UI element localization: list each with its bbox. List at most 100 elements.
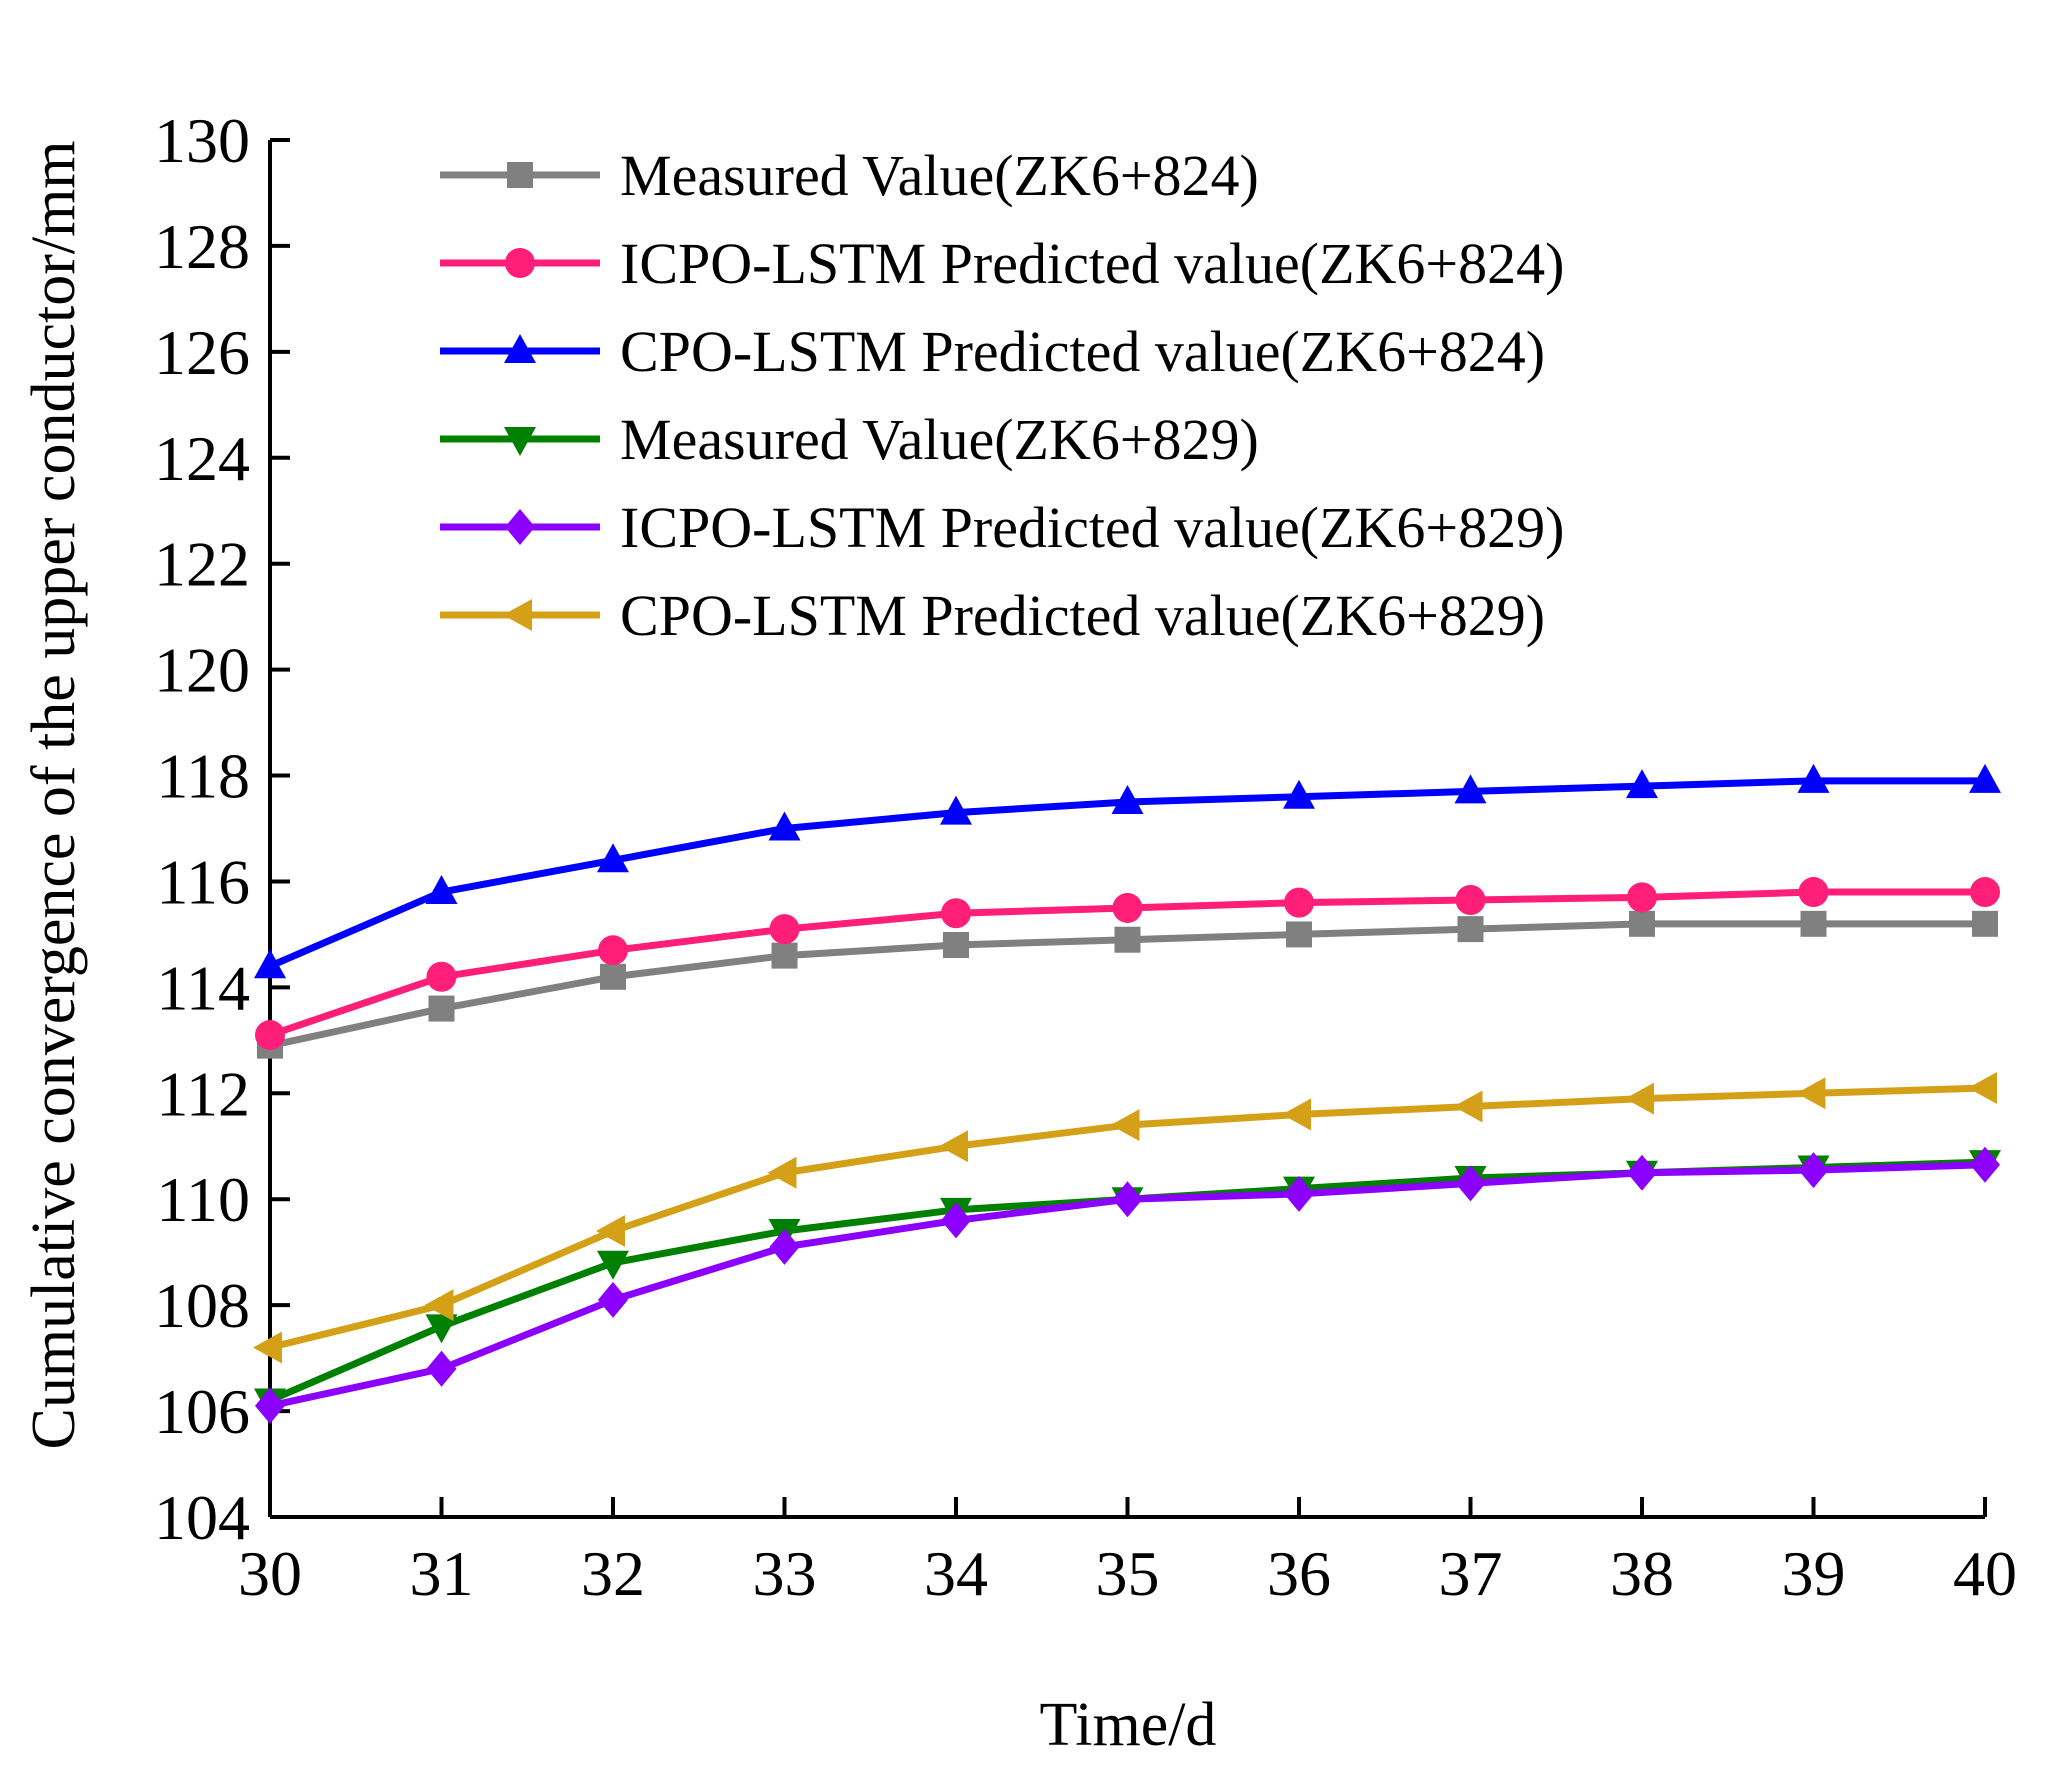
data-point [1455, 884, 1486, 915]
data-point [1112, 1181, 1143, 1218]
x-tick-label: 35 [1096, 1538, 1160, 1609]
plot-series [253, 763, 2001, 1424]
data-point [1112, 892, 1143, 923]
y-ticks: 104 106 108 110 112 114 116 118 120 122 124 126 128 1… [154, 105, 290, 1553]
data-point [771, 942, 798, 969]
data-point [1626, 769, 1658, 799]
data-point [1454, 774, 1487, 804]
data-point [1457, 916, 1484, 943]
x-tick-label: 33 [753, 1538, 817, 1609]
y-axis-title: Cumulative convergence of the upper cond… [20, 140, 88, 1449]
x-ticks: 30 31 32 33 34 35 36 37 38 39 40 [238, 1497, 2017, 1609]
series-5 [255, 1146, 2000, 1424]
legend-marker [505, 509, 535, 545]
data-point [1455, 1165, 1486, 1202]
legend-label: ICPO-LSTM Predicted value(ZK6+824) [620, 231, 1564, 296]
legend-label: CPO-LSTM Predicted value(ZK6+824) [620, 319, 1545, 384]
legend-marker [504, 334, 536, 363]
data-point [1286, 921, 1312, 948]
legend-label: ICPO-LSTM Predicted value(ZK6+829) [620, 495, 1564, 560]
legend-item: ICPO-LSTM Predicted value(ZK6+829) [440, 495, 1564, 560]
data-point [425, 1314, 458, 1344]
y-tick-label: 120 [154, 635, 250, 706]
data-point [1282, 1098, 1311, 1131]
x-tick-label: 30 [238, 1538, 302, 1609]
data-point [425, 875, 458, 905]
data-point [1797, 763, 1830, 793]
legend-item: Measured Value(ZK6+824) [440, 143, 1259, 208]
data-point [1798, 1152, 1829, 1189]
y-tick-label: 106 [154, 1376, 250, 1447]
data-point [1283, 779, 1315, 809]
data-point [1627, 882, 1657, 913]
data-point [1629, 910, 1655, 937]
y-tick-label: 126 [154, 317, 250, 388]
series-3 [254, 763, 2001, 979]
legend-marker [507, 162, 533, 188]
data-point [941, 898, 971, 929]
y-tick-label: 116 [156, 846, 250, 917]
legend-item: Measured Value(ZK6+829) [440, 407, 1259, 472]
legend-marker [505, 248, 535, 278]
x-tick-label: 40 [1953, 1538, 2017, 1609]
data-point [939, 1130, 968, 1163]
data-point [424, 1289, 454, 1322]
data-point [426, 961, 457, 992]
legend-item: CPO-LSTM Predicted value(ZK6+824) [440, 319, 1545, 384]
y-tick-label: 118 [156, 741, 250, 812]
data-point [600, 963, 626, 990]
data-point [940, 795, 972, 825]
y-tick-label: 128 [154, 211, 250, 282]
y-tick-label: 122 [154, 529, 250, 600]
y-tick-label: 130 [154, 105, 250, 176]
legend-marker [504, 427, 536, 456]
data-point [1284, 887, 1314, 918]
data-point [1970, 1146, 2000, 1183]
data-point [768, 811, 801, 841]
data-point [1972, 910, 1998, 937]
data-point [1969, 763, 2001, 793]
y-tick-label: 104 [154, 1482, 250, 1553]
y-tick-label: 108 [154, 1270, 250, 1341]
legend-marker [503, 599, 532, 631]
legend-label: CPO-LSTM Predicted value(ZK6+829) [620, 583, 1545, 648]
data-point [1110, 1109, 1140, 1142]
data-point [598, 935, 628, 966]
data-point [1796, 1077, 1826, 1110]
data-point [426, 1350, 457, 1387]
data-point [943, 932, 969, 959]
data-point [1111, 785, 1144, 815]
data-point [1453, 1090, 1483, 1123]
y-tick-label: 112 [156, 1058, 250, 1129]
data-point [1970, 877, 2000, 908]
x-tick-label: 36 [1267, 1538, 1331, 1609]
data-point [769, 914, 800, 945]
data-point [767, 1156, 797, 1189]
x-tick-label: 32 [581, 1538, 645, 1609]
y-tick-label: 124 [154, 423, 250, 494]
data-point [254, 949, 286, 979]
data-point [769, 1228, 800, 1265]
data-point [1798, 877, 1829, 908]
x-tick-label: 37 [1439, 1538, 1503, 1609]
legend-label: Measured Value(ZK6+829) [620, 407, 1259, 472]
data-point [1627, 1154, 1657, 1191]
data-point [597, 843, 629, 873]
legend: Measured Value(ZK6+824) ICPO-LSTM Predict… [440, 143, 1564, 648]
data-point [1625, 1082, 1654, 1115]
data-point [1284, 1175, 1314, 1212]
legend-item: CPO-LSTM Predicted value(ZK6+829) [440, 583, 1545, 648]
series-2 [255, 877, 2000, 1051]
data-point [255, 1387, 285, 1424]
x-axis-title: Time/d [1040, 1691, 1217, 1759]
data-point [596, 1215, 625, 1248]
data-point [1114, 926, 1141, 953]
data-point [597, 1250, 629, 1280]
data-point [428, 995, 455, 1022]
y-tick-label: 110 [156, 1164, 250, 1235]
x-tick-label: 38 [1610, 1538, 1674, 1609]
data-point [253, 1331, 282, 1364]
x-tick-label: 31 [410, 1538, 474, 1609]
x-tick-label: 39 [1782, 1538, 1846, 1609]
